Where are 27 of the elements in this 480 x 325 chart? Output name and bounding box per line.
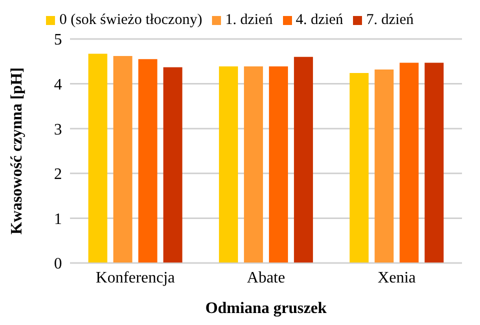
y-axis-title: Kwasowość czynna [pH] xyxy=(8,67,26,235)
bar xyxy=(113,56,132,263)
x-tick-label: Abate xyxy=(246,269,286,286)
legend-label: 1. dzień xyxy=(225,12,273,28)
bar xyxy=(294,56,313,263)
legend-label: 4. dzień xyxy=(296,12,344,28)
bar xyxy=(350,73,369,263)
x-tick-label: Xenia xyxy=(378,269,416,286)
y-tick-label: 4 xyxy=(54,76,62,94)
y-tick-label: 1 xyxy=(54,210,62,228)
x-axis-title: Odmiana gruszek xyxy=(205,300,327,317)
y-tick-label: 2 xyxy=(54,166,62,184)
y-tick-label: 0 xyxy=(54,256,62,273)
bar xyxy=(218,66,238,263)
x-tick-label: Konferencja xyxy=(96,269,175,286)
legend-label: 7. dzień xyxy=(366,12,414,28)
y-tick-label: 3 xyxy=(54,121,62,138)
bar xyxy=(268,66,288,263)
bar xyxy=(374,69,394,263)
bar xyxy=(163,67,182,263)
bar xyxy=(88,54,108,263)
bar xyxy=(400,62,419,263)
bar xyxy=(138,59,158,263)
y-tick-label: 5 xyxy=(54,32,62,49)
legend-label: 0 (sok świeżo tłoczony) xyxy=(59,12,202,28)
bar xyxy=(424,62,444,263)
bar xyxy=(244,66,263,263)
